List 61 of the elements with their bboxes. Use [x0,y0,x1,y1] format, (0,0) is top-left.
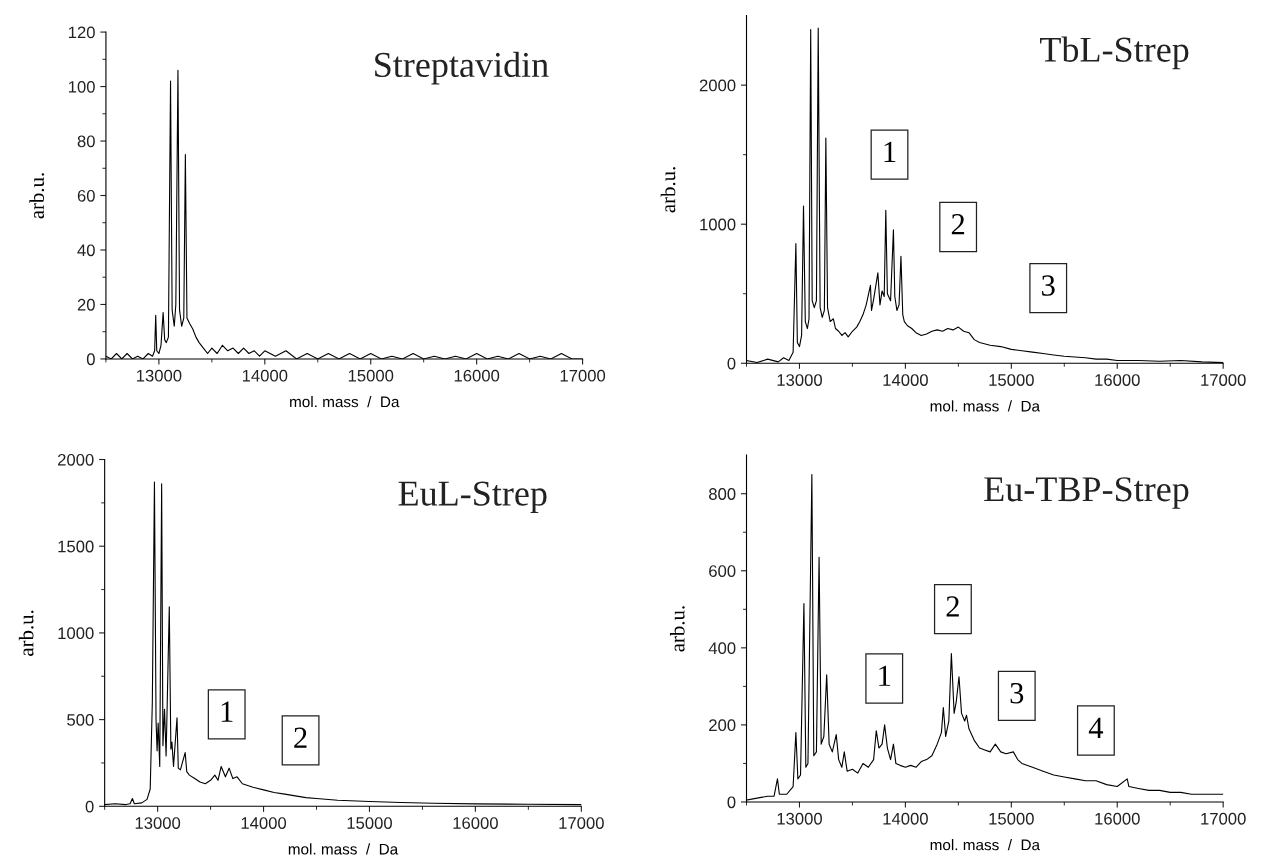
annotation: 4 [1088,717,1104,738]
y-tick-label: 200 [709,719,736,732]
y-tick-label: 1000 [58,627,94,640]
y-tick-label: 600 [709,565,736,577]
y-tick-label: 800 [709,488,736,500]
text: TbL-Strep [1040,36,1189,70]
x-tick-label: 13000 [136,369,182,382]
x-tick-label: 17000 [1201,812,1246,825]
y-tick-label: 80 [77,135,95,148]
chart-title: Streptavidin [375,51,549,85]
annotation: 2 [294,727,307,748]
y-tick-label: 0 [727,796,736,809]
y-tick-label: 1500 [58,540,94,553]
text: EuL-Strep [398,481,547,514]
x-tick-label: 14000 [242,369,288,382]
x-tick-label: 14000 [883,812,928,825]
annotation: 2 [951,214,965,235]
x-tick-label: 15000 [989,812,1034,825]
y-tick-label: 100 [68,80,95,93]
x-axis-title: mol. mass / Da [930,400,1041,412]
x-tick-label: 17000 [560,369,606,382]
y-tick-label: 120 [68,26,95,39]
x-tick-label: 15000 [989,374,1034,386]
text: Eu-TBP-Strep [984,477,1189,509]
x-tick-label: 15000 [348,369,394,382]
x-axis-title: mol. mass / Da [930,839,1041,851]
annotation: 3 [1010,682,1024,704]
y-tick-label: 500 [67,714,94,726]
x-tick-label: 14000 [241,817,287,829]
x-tick-label: 16000 [1095,374,1140,386]
y-tick-label: 20 [77,298,95,311]
x-tick-label: 16000 [453,817,498,829]
y-tick-label: 2000 [58,453,94,466]
x-axis-title: mol. mass / Da [290,396,400,408]
y-axis-title: arb.u. [669,606,685,652]
annotation: 1 [884,141,896,163]
y-tick-label: 0 [727,357,736,370]
x-tick-label: 17000 [559,817,604,829]
x-axis-title: mol. mass / Da [288,843,399,855]
x-tick-label: 13000 [135,817,181,829]
annotation: 1 [221,701,233,722]
y-tick-label: 0 [86,353,95,366]
x-tick-label: 13000 [777,812,822,825]
y-tick-label: 60 [77,189,95,202]
x-tick-label: 17000 [1201,374,1246,386]
y-axis-title: arb.u. [18,610,34,656]
y-tick-label: 400 [708,642,736,655]
annotation: 3 [1042,275,1055,296]
x-tick-label: 16000 [1095,812,1140,825]
x-tick-label: 16000 [454,369,500,382]
annotation: 2 [946,596,959,617]
x-tick-label: 15000 [347,817,392,829]
y-tick-label: 1000 [700,218,736,231]
x-tick-label: 14000 [883,374,928,386]
y-axis-title: arb.u. [660,167,676,213]
annotation: 1 [879,665,891,686]
y-axis-title: arb.u. [29,173,45,219]
y-tick-label: 2000 [699,79,736,92]
y-tick-label: 0 [85,800,94,813]
y-tick-label: 40 [77,244,95,257]
x-tick-label: 13000 [777,374,822,386]
